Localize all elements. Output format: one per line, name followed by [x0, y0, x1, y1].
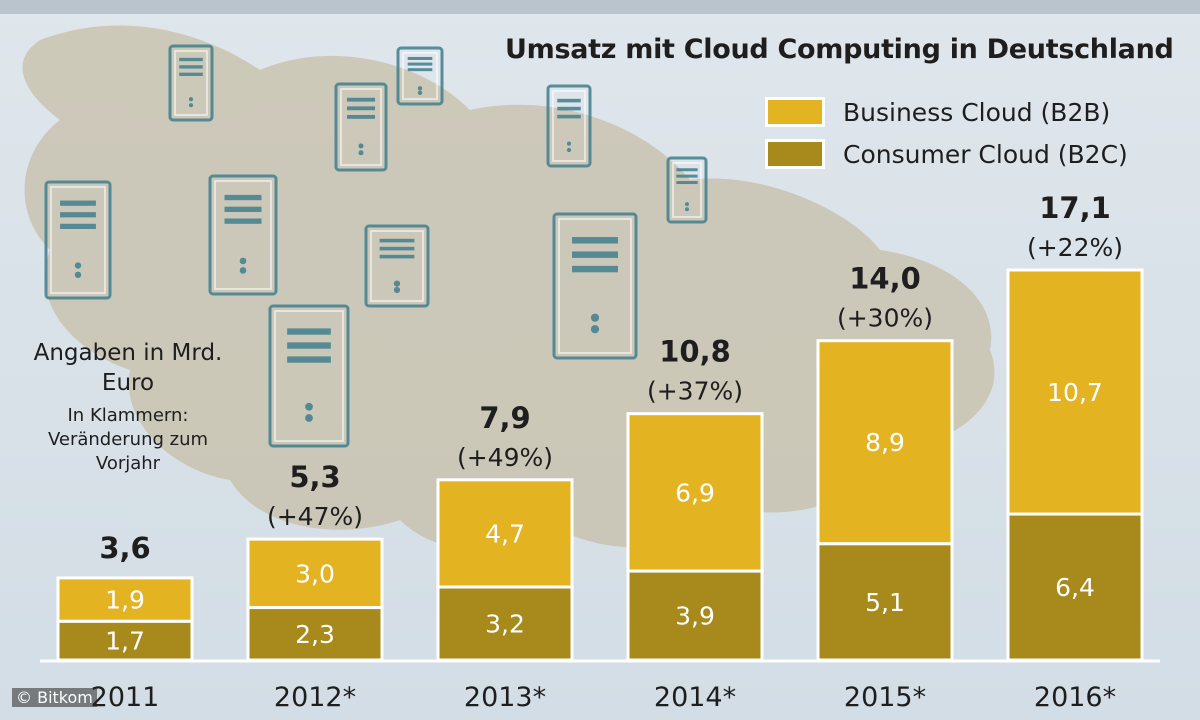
- total-label: 14,0: [849, 262, 921, 296]
- bar-segment-b2c: [1006, 512, 1144, 662]
- legend-label-b2c: Consumer Cloud (B2C): [843, 139, 1128, 169]
- value-label: 1,7: [105, 627, 145, 656]
- value-label: 1,9: [105, 586, 145, 615]
- change-label: (+37%): [647, 377, 743, 406]
- server-icon: [546, 84, 592, 168]
- total-label: 7,9: [479, 401, 530, 435]
- bar-segment-b2b: [1006, 268, 1144, 516]
- value-label: 3,9: [675, 602, 715, 631]
- value-label: 4,7: [485, 519, 525, 548]
- value-label: 2,3: [295, 620, 335, 649]
- bar-segment-b2c: [246, 606, 384, 662]
- bar-segment-b2b: [56, 576, 194, 623]
- total-label: 5,3: [289, 460, 340, 494]
- value-label: 6,9: [675, 478, 715, 507]
- server-icon: [44, 180, 112, 300]
- server-icon: [208, 174, 278, 296]
- chart-title: Umsatz mit Cloud Computing in Deutschlan…: [505, 34, 1174, 65]
- server-icon: [396, 46, 444, 106]
- unit-text: Angaben in Mrd. Euro: [33, 340, 223, 396]
- bar-segment-b2b: [816, 339, 954, 546]
- change-label: (+47%): [267, 502, 363, 531]
- server-icon: [334, 82, 388, 172]
- value-label: 8,9: [865, 428, 905, 457]
- x-tick-label: 2014*: [654, 682, 736, 713]
- value-label: 3,2: [485, 610, 525, 639]
- server-icon: [268, 304, 350, 448]
- bar-segment-b2c: [436, 585, 574, 662]
- server-icon: [666, 156, 708, 224]
- legend-swatch-b2b: [765, 97, 825, 127]
- unit-note: Angaben in Mrd. Euro In Klammern: Veränd…: [28, 338, 228, 476]
- value-label: 10,7: [1047, 378, 1103, 407]
- total-label: 17,1: [1039, 191, 1111, 225]
- value-label: 6,4: [1055, 573, 1095, 602]
- explanation-text: In Klammern: Veränderung zum Vorjahr: [47, 405, 209, 474]
- legend-item-b2b: Business Cloud (B2B): [765, 94, 1110, 130]
- x-tick-label: 2011: [91, 682, 160, 713]
- bar-segment-b2b: [626, 412, 764, 573]
- change-label: (+22%): [1027, 233, 1123, 262]
- x-tick-label: 2012*: [274, 682, 356, 713]
- legend-swatch-b2c: [765, 139, 825, 169]
- server-icon: [552, 212, 638, 360]
- labels-layer: 1,7 1,9 3,6 2011 2,3 3,0 5,3 (+47%) 2012* 3,2 4,7 7…: [91, 191, 1123, 713]
- x-tick-label: 2013*: [464, 682, 546, 713]
- bars-layer: [56, 268, 1144, 662]
- top-band: [0, 0, 1200, 14]
- total-label: 3,6: [99, 531, 150, 565]
- total-label: 10,8: [659, 335, 731, 369]
- change-label: (+49%): [457, 443, 553, 472]
- value-label: 3,0: [295, 559, 335, 588]
- change-label: (+30%): [837, 304, 933, 333]
- server-icon: [168, 44, 214, 122]
- legend-item-b2c: Consumer Cloud (B2C): [765, 136, 1128, 172]
- bar-segment-b2b: [246, 537, 384, 610]
- x-tick-label: 2015*: [844, 682, 926, 713]
- bar-segment-b2b: [436, 478, 574, 589]
- value-label: 5,1: [865, 588, 905, 617]
- credit-text: © Bitkom: [12, 688, 97, 707]
- legend-label-b2b: Business Cloud (B2B): [843, 97, 1111, 127]
- server-icon: [364, 224, 430, 308]
- x-tick-label: 2016*: [1034, 682, 1116, 713]
